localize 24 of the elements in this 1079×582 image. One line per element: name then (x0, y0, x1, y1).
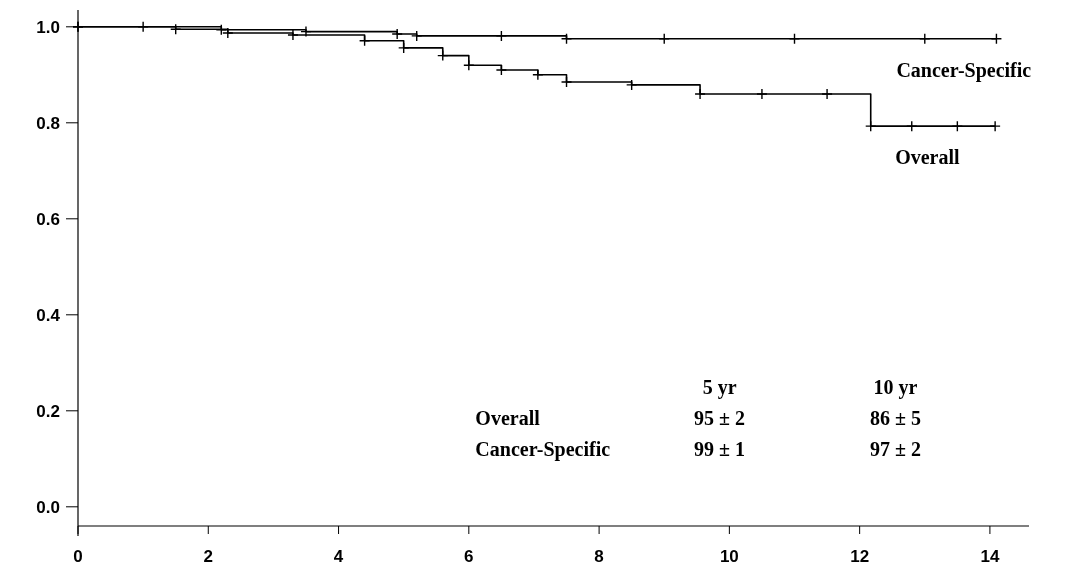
x-tick-label: 10 (719, 547, 739, 566)
x-tick-label: 6 (464, 547, 474, 566)
x-tick-label: 2 (203, 547, 214, 566)
y-tick-label: 0.2 (36, 401, 60, 421)
annotation: 10 yr (873, 376, 918, 399)
y-tick-label: 0.4 (36, 305, 61, 325)
y-tick-label: 1.0 (36, 17, 60, 37)
annotation: 95 ± 2 (694, 407, 746, 430)
annotation: 99 ± 1 (694, 438, 746, 461)
x-tick-label: 4 (333, 547, 344, 566)
x-tick-label: 0 (73, 547, 83, 566)
x-tick-label: 8 (594, 547, 604, 566)
series-label: Cancer-Specific (896, 58, 1032, 82)
annotation: 97 ± 2 (869, 438, 921, 461)
y-tick-label: 0.0 (36, 497, 60, 517)
annotation: Overall (475, 407, 541, 430)
y-tick-label: 0.8 (36, 113, 60, 133)
series-label: Overall (895, 146, 960, 169)
annotation: 86 ± 5 (869, 407, 921, 430)
x-tick-label: 14 (980, 547, 1000, 566)
x-tick-label: 12 (850, 547, 870, 566)
annotation: Cancer-Specific (475, 438, 611, 462)
y-tick-label: 0.6 (36, 209, 60, 229)
annotation: 5 yr (702, 376, 737, 399)
